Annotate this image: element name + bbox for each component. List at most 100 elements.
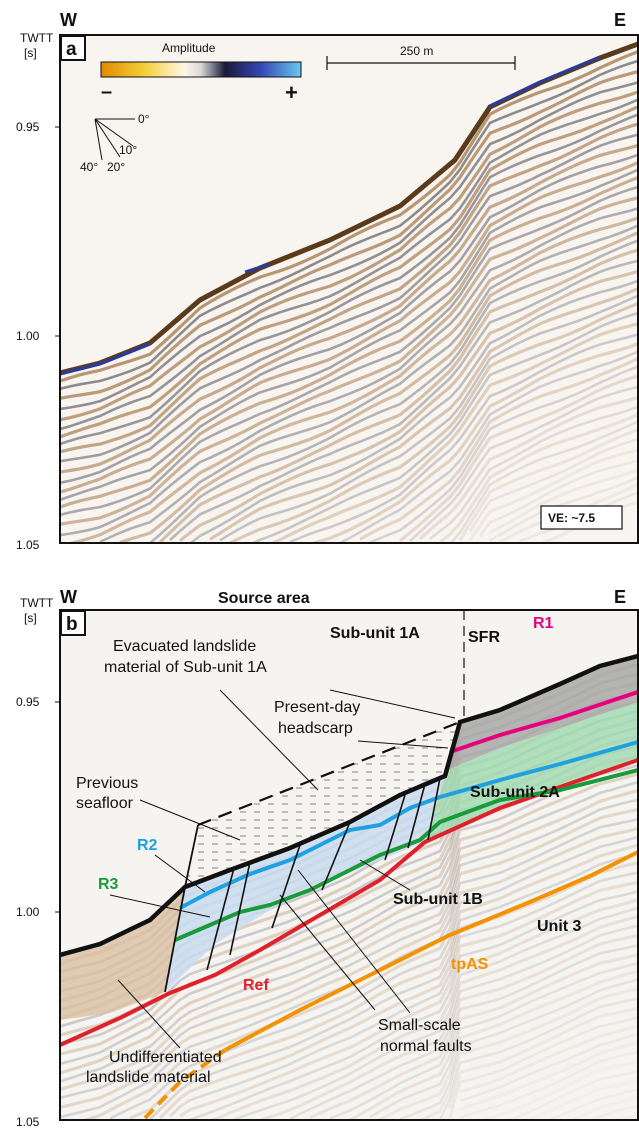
seismic-trace	[69, 216, 638, 543]
seismic-trace	[129, 843, 638, 1120]
panel-b-axis-unit: [s]	[24, 611, 37, 625]
seismic-trace	[60, 780, 638, 1083]
dip-angle-fan: 0° 10° 20° 40°	[80, 112, 150, 174]
scale-bar-label: 250 m	[400, 44, 433, 58]
seismic-trace	[60, 90, 638, 422]
seismic-trace	[60, 160, 638, 494]
evacuated-label-line1: Evacuated landslide	[113, 638, 256, 655]
r1-reflector	[449, 690, 638, 754]
ref-reflector	[60, 758, 638, 1047]
sfr-fill	[447, 656, 638, 770]
seismic-trace	[448, 1016, 638, 1119]
seismic-trace	[60, 764, 638, 1066]
ve-box	[540, 505, 623, 530]
panel-a-tick-100: 1.00	[16, 329, 40, 343]
seismic-trace	[99, 224, 638, 543]
panel-b-frame	[59, 609, 639, 1121]
panel-a-west-label: W	[60, 10, 77, 30]
seismic-trace	[209, 898, 638, 1120]
evacuated-fill	[185, 722, 460, 887]
seismic-trace	[398, 374, 638, 543]
seismic-trace	[369, 365, 638, 543]
seismic-trace	[309, 933, 638, 1119]
leader-lines	[109, 689, 456, 1049]
seismic-trace	[60, 59, 638, 391]
seismic-trace	[459, 1032, 638, 1103]
seismic-trace	[449, 420, 638, 543]
seismic-trace	[60, 81, 638, 411]
seismic-trace	[269, 322, 638, 543]
r2-reflector	[179, 740, 638, 910]
previous-seafloor-line	[197, 720, 461, 827]
seismic-trace	[169, 259, 638, 541]
panel-a-frame	[59, 34, 639, 544]
amplitude-colorbar: Amplitude – +	[100, 41, 302, 105]
dip-40: 40°	[80, 160, 98, 174]
seismic-trace	[209, 286, 638, 541]
seismic-trace	[60, 807, 638, 1109]
seismic-trace	[448, 1006, 638, 1109]
seismic-trace	[349, 952, 638, 1120]
seismic-trace	[479, 1059, 638, 1120]
slide-base-fault	[164, 886, 186, 993]
dip-10: 10°	[119, 143, 137, 157]
r3-label: R3	[98, 876, 119, 893]
seismic-trace	[109, 835, 638, 1120]
seismic-trace	[458, 427, 638, 541]
seismic-trace	[60, 105, 638, 439]
previous-label-line2: seafloor	[76, 795, 134, 812]
tpas-label: tpAS	[451, 956, 489, 973]
seismic-trace	[250, 311, 638, 543]
normal-faults	[206, 777, 441, 971]
seismic-trace	[60, 153, 638, 485]
panel-b-tick-100: 1.00	[16, 905, 40, 919]
seismic-trace	[158, 861, 638, 1120]
panel-a: W E TWTT [s] a 0.95 1.00 1.05 Amplitude	[16, 10, 639, 552]
panel-b-east-label: E	[614, 587, 626, 607]
seismic-trace	[119, 230, 638, 543]
panel-b-tick-105: 1.05	[16, 1115, 40, 1128]
seismic-trace	[439, 412, 638, 543]
seismic-trace	[60, 133, 638, 463]
seismic-trace	[309, 342, 638, 543]
seismic-trace	[459, 1040, 638, 1111]
panel-b-letter-box	[60, 610, 86, 636]
seismic-trace	[259, 914, 638, 1120]
seismic-trace	[60, 122, 638, 454]
seismic-trace	[179, 880, 638, 1118]
seismic-trace	[60, 98, 638, 431]
seismic-trace	[149, 852, 638, 1120]
seismic-trace	[468, 448, 638, 542]
seismic-trace	[459, 1024, 638, 1094]
seismic-trace	[329, 944, 638, 1120]
panel-b: W E TWTT [s] Source area	[16, 587, 639, 1128]
small-faults-label-line2: normal faults	[380, 1038, 472, 1055]
undiff-fill	[60, 887, 185, 1020]
amplitude-title: Amplitude	[162, 41, 216, 55]
present-seafloor-line	[60, 653, 638, 958]
panel-b-tick-095: 0.95	[16, 695, 40, 709]
unit-3-label: Unit 3	[537, 918, 582, 935]
seismic-trace	[478, 459, 638, 538]
r2-label: R2	[137, 837, 158, 854]
seismic-trace	[60, 113, 638, 446]
seismic-trace	[158, 248, 638, 543]
seismic-trace	[419, 987, 638, 1120]
seismic-trace	[609, 1113, 638, 1120]
seismic-trace	[229, 301, 638, 543]
r1-label: R1	[533, 615, 554, 632]
seismic-trace	[369, 961, 638, 1119]
seismic-trace	[60, 185, 638, 517]
panel-a-seismic	[60, 35, 638, 543]
seismic-trace	[399, 978, 638, 1120]
seismic-trace	[409, 385, 638, 543]
seismic-trace	[60, 788, 638, 1092]
panel-a-ticks: 0.95 1.00 1.05	[16, 120, 639, 552]
subunit-1b-fill	[165, 776, 445, 992]
scale-bar: 250 m	[326, 44, 516, 70]
ve-label: VE: ~7.5	[548, 511, 595, 525]
seismic-trace	[60, 772, 638, 1075]
seismic-trace	[289, 924, 638, 1120]
seismic-trace	[339, 350, 638, 543]
